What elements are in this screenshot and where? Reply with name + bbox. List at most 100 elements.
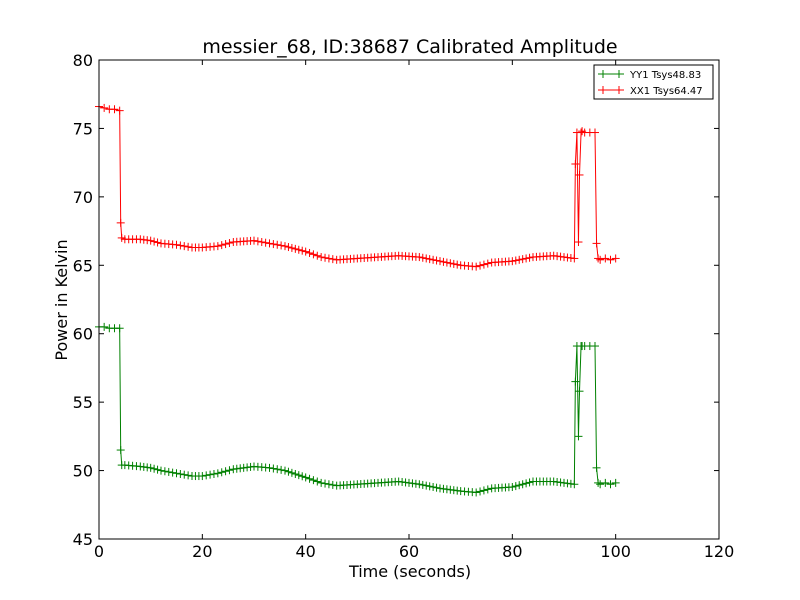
data-point (253, 237, 262, 246)
data-point (100, 322, 109, 331)
data-point (429, 255, 438, 264)
data-point (432, 483, 441, 492)
data-point (265, 463, 274, 472)
data-point (176, 241, 185, 250)
data-point (432, 256, 441, 265)
data-point (479, 260, 488, 269)
data-point (518, 255, 527, 264)
legend-marker (599, 86, 623, 94)
data-point (522, 254, 531, 263)
y-tick-label: 55 (73, 393, 93, 412)
data-point (273, 465, 282, 474)
x-tick-label: 40 (295, 542, 315, 561)
data-point (522, 479, 531, 488)
legend-entry: YY1 Tsys48.83 (598, 70, 701, 81)
data-point (225, 239, 234, 248)
y-tick-label: 60 (73, 325, 93, 344)
data-point (146, 463, 155, 472)
data-point (176, 469, 185, 478)
data-point (415, 253, 424, 262)
data-point (225, 466, 234, 475)
data-point (328, 480, 337, 489)
data-point (525, 478, 534, 487)
y-axis-label: Power in Kelvin (52, 239, 71, 360)
data-point (442, 258, 451, 267)
data-point (277, 241, 286, 250)
data-point (172, 240, 181, 249)
data-point (277, 465, 286, 474)
data-point (518, 480, 527, 489)
data-point (281, 242, 289, 251)
data-point (479, 486, 488, 495)
data-point (321, 253, 330, 262)
data-point (511, 256, 520, 265)
data-point (601, 254, 610, 263)
data-point (115, 324, 124, 333)
data-point (611, 478, 620, 487)
data-point (594, 478, 603, 487)
data-point (164, 467, 173, 476)
y-tick-label: 75 (73, 119, 93, 138)
y-tick-label: 80 (73, 51, 93, 70)
data-point (180, 470, 189, 479)
series-layer (95, 102, 620, 497)
data-point (298, 246, 307, 255)
series-1 (95, 102, 620, 271)
data-point (446, 259, 455, 268)
data-point (298, 472, 307, 481)
series-0 (95, 322, 620, 497)
data-point (146, 236, 155, 245)
y-tick-label: 65 (73, 256, 93, 275)
data-point (592, 463, 601, 472)
data-point (571, 377, 580, 386)
legend-frame (593, 64, 714, 100)
data-point (439, 257, 448, 266)
data-point (418, 480, 427, 489)
data-point (596, 255, 605, 264)
data-point (591, 342, 599, 351)
data-point (213, 242, 222, 251)
legend: YY1 Tsys48.83 XX1 Tsys64.47 (593, 64, 714, 100)
data-point (606, 480, 615, 489)
data-point (472, 262, 481, 271)
data-point (261, 238, 270, 247)
data-point (116, 218, 125, 227)
data-point (574, 432, 583, 441)
data-point (153, 465, 162, 474)
data-point (294, 245, 303, 254)
data-point (301, 247, 310, 256)
x-tick-label: 20 (192, 542, 212, 561)
data-point (115, 106, 124, 115)
data-point (525, 253, 534, 262)
data-point (591, 128, 599, 137)
data-point (592, 239, 601, 248)
data-point (594, 254, 603, 263)
data-point (184, 471, 193, 480)
plot-frame (98, 59, 720, 540)
data-point (301, 473, 310, 482)
plot-area (99, 60, 719, 539)
data-point (150, 464, 159, 473)
data-point (321, 479, 330, 488)
data-point (184, 242, 193, 251)
data-point (575, 387, 584, 396)
data-point (574, 238, 583, 247)
data-point (281, 466, 289, 475)
data-point (449, 259, 458, 268)
data-point (472, 488, 481, 497)
data-point (209, 469, 218, 478)
y-tick-label: 70 (73, 188, 93, 207)
data-point (425, 255, 434, 264)
data-point (429, 482, 438, 491)
data-point (284, 467, 293, 476)
data-point (305, 248, 314, 257)
data-point (168, 468, 177, 477)
y-tick-label: 50 (73, 462, 93, 481)
data-point (221, 240, 230, 249)
data-point (217, 468, 226, 477)
x-tick-label: 80 (502, 542, 522, 561)
data-point (515, 255, 524, 264)
legend-marker (599, 70, 623, 78)
data-point (287, 468, 296, 477)
data-point (328, 255, 337, 264)
